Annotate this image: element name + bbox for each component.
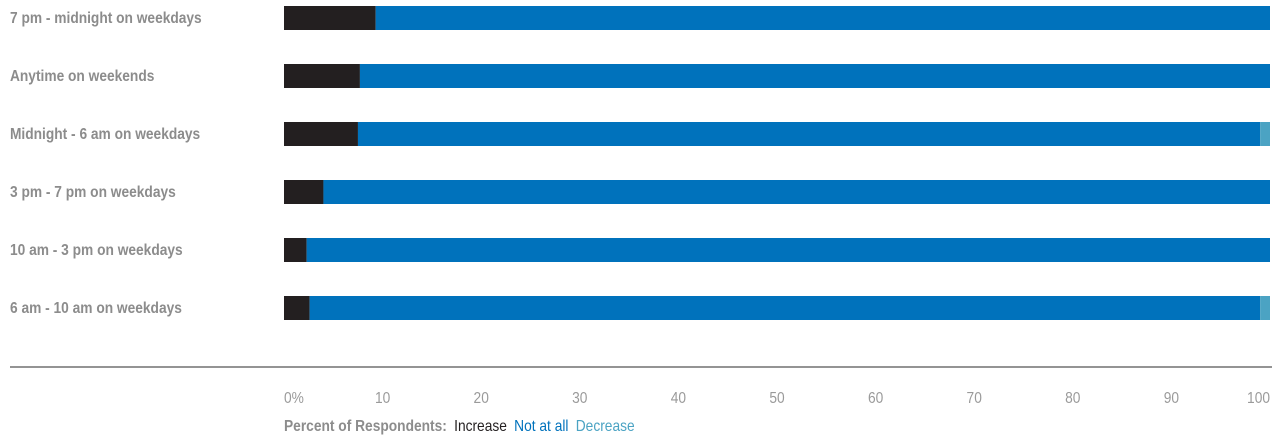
x-tick-label: 60: [868, 389, 883, 407]
bar-segment-not-at-all: [359, 64, 1270, 88]
x-tick-label: 20: [474, 389, 489, 407]
x-tick-label: 70: [967, 389, 982, 407]
x-tick-label: 30: [572, 389, 587, 407]
x-tick-label: 80: [1065, 389, 1080, 407]
bar-segment-increase: [284, 238, 307, 262]
bar-segment-increase: [284, 64, 360, 88]
x-tick-label: 0%: [284, 389, 304, 407]
x-tick-label: 50: [769, 389, 784, 407]
category-label: Anytime on weekends: [10, 67, 154, 85]
category-label: 10 am - 3 pm on weekdays: [10, 241, 183, 259]
bar-segment-not-at-all: [323, 180, 1270, 204]
category-label: 7 pm - midnight on weekdays: [10, 9, 202, 27]
x-tick-label: 10: [375, 389, 390, 407]
bar-segment-decrease: [1260, 296, 1270, 320]
bar-segment-increase: [284, 296, 310, 320]
x-tick-label: 90: [1164, 389, 1179, 407]
bar-segment-increase: [284, 122, 358, 146]
bars: [284, 6, 1271, 320]
legend-item-decrease: Decrease: [575, 418, 635, 435]
legend-item-not-at-all: Not at all: [514, 418, 569, 435]
bar-segment-not-at-all: [309, 296, 1261, 320]
x-tick-label: 100: [1247, 389, 1270, 407]
bar-segment-increase: [284, 6, 376, 30]
x-tick-label: 40: [671, 389, 686, 407]
bar-segment-not-at-all: [357, 122, 1261, 146]
x-tick-labels: 0% 10 20 30 40 50 60 70 80 90 100: [284, 389, 1270, 407]
bar-segment-not-at-all: [375, 6, 1270, 30]
legend: Percent of Respondents: Increase Not at …: [284, 418, 635, 436]
category-label: 6 am - 10 am on weekdays: [10, 299, 182, 317]
bar-segment-not-at-all: [306, 238, 1271, 262]
legend-item-increase: Increase: [454, 418, 507, 435]
category-label: 3 pm - 7 pm on weekdays: [10, 183, 176, 201]
bar-segment-decrease: [1260, 122, 1270, 146]
legend-title: Percent of Respondents:: [284, 418, 447, 435]
category-labels: 7 pm - midnight on weekdays Anytime on we…: [10, 9, 202, 317]
bar-segment-increase: [284, 180, 324, 204]
category-label: Midnight - 6 am on weekdays: [10, 125, 200, 143]
